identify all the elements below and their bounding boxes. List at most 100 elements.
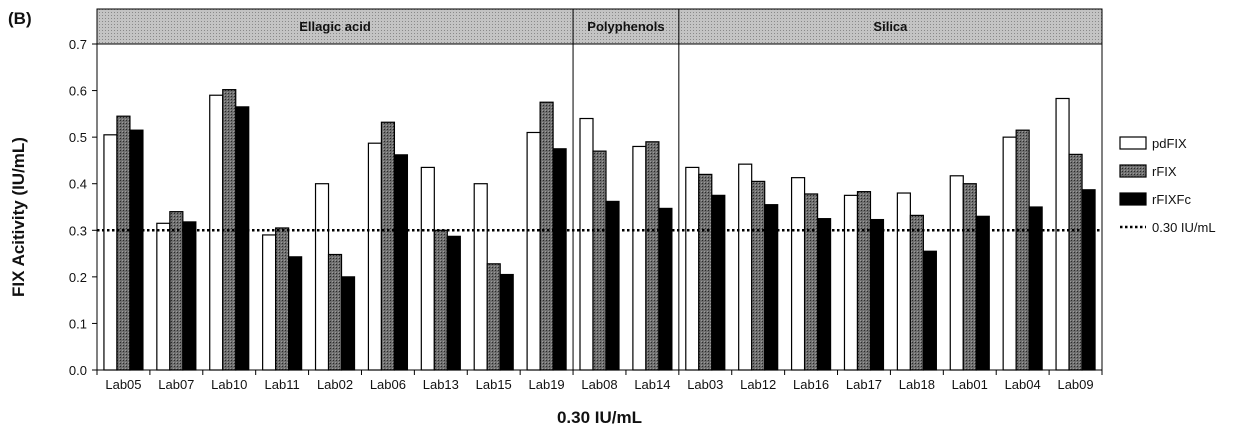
bar-rFIXFc — [605, 200, 620, 371]
x-tick-label: Lab19 — [529, 377, 565, 392]
bar-rFIXFc — [869, 218, 885, 371]
legend-swatch-pdFIX — [1119, 136, 1147, 150]
legend-swatch-rFIX — [1119, 164, 1147, 178]
y-tick-label: 0.5 — [69, 130, 87, 145]
bar-pdFIX — [790, 177, 806, 371]
bar-rFIXFc — [711, 194, 726, 371]
bar-rFIXFc — [499, 273, 514, 371]
bar-pdFIX — [262, 234, 277, 371]
x-tick-label: Lab10 — [211, 377, 247, 392]
bar-pdFIX — [420, 166, 435, 371]
bar-rFIX — [751, 180, 766, 371]
x-tick-label: Lab06 — [370, 377, 406, 392]
x-tick-label: Lab01 — [952, 377, 988, 392]
bars — [103, 89, 1096, 371]
bar-pdFIX — [314, 183, 330, 371]
x-tick-label: Lab16 — [793, 377, 829, 392]
bar-rFIXFc — [340, 276, 356, 371]
bar-rFIX — [539, 101, 554, 371]
bar-pdFIX — [738, 163, 753, 371]
panel-label: (B) — [8, 9, 32, 28]
bar-rFIXFc — [129, 129, 144, 371]
legend-label: 0.30 IU/mL — [1152, 220, 1216, 235]
bar-rFIX — [698, 173, 713, 371]
group-label: Silica — [873, 19, 908, 34]
bar-rFIXFc — [1028, 206, 1043, 371]
y-tick-label: 0.3 — [69, 223, 87, 238]
x-tick-label: Lab14 — [634, 377, 670, 392]
bar-rFIX — [275, 227, 290, 371]
bar-rFIXFc — [446, 235, 461, 371]
legend: pdFIX rFIX rFIXFc 0.30 IU/mL — [1119, 136, 1216, 235]
bar-rFIXFc — [393, 154, 409, 371]
bar-rFIXFc — [922, 250, 937, 371]
x-tick-label: Lab05 — [105, 377, 141, 392]
x-tick-label: Lab17 — [846, 377, 882, 392]
legend-label: pdFIX — [1152, 136, 1187, 151]
group-dividers — [572, 9, 680, 370]
bar-pdFIX — [949, 175, 964, 371]
group-label: Ellagic acid — [299, 19, 371, 34]
x-tick-label: Lab12 — [740, 377, 776, 392]
bar-rFIX — [327, 253, 343, 371]
legend-label: rFIXFc — [1152, 192, 1191, 207]
bar-rFIX — [592, 150, 607, 371]
bar-rFIX — [169, 211, 184, 371]
x-tick-label: Lab09 — [1057, 377, 1093, 392]
bar-rFIXFc — [764, 204, 779, 371]
bar-pdFIX — [473, 183, 488, 371]
bar-rFIXFc — [182, 221, 197, 371]
bar-rFIXFc — [235, 106, 250, 371]
y-tick-label: 0.4 — [69, 177, 87, 192]
bar-rFIXFc — [1081, 189, 1096, 371]
x-axis: Lab05 Lab07 Lab10 Lab11 Lab02 Lab06 Lab13 Lab15… — [96, 370, 1103, 392]
bar-pdFIX — [632, 145, 647, 371]
bar-pdFIX — [367, 142, 383, 371]
y-axis-title: FIX Acitivity (IU/mL) — [9, 137, 28, 297]
bar-pdFIX — [526, 131, 541, 371]
bar-rFIXFc — [816, 218, 832, 371]
x-tick-label: Lab15 — [476, 377, 512, 392]
x-tick-label: Lab13 — [423, 377, 459, 392]
bar-rFIX — [380, 121, 396, 371]
y-axis: 0.0 0.1 0.2 0.3 0.4 0.5 0.6 0.7 — [69, 37, 97, 378]
x-tick-label: Lab08 — [581, 377, 617, 392]
x-tick-label: Lab18 — [899, 377, 935, 392]
bar-pdFIX — [579, 117, 594, 371]
x-tick-label: Lab11 — [265, 377, 300, 392]
group-band-background — [96, 8, 1103, 45]
x-tick-label: Lab02 — [317, 377, 353, 392]
bar-rFIX — [803, 193, 819, 371]
x-tick-label: Lab03 — [687, 377, 723, 392]
bar-rFIX — [486, 263, 501, 371]
bar-rFIX — [909, 214, 924, 371]
y-tick-label: 0.6 — [69, 84, 87, 99]
bar-rFIXFc — [975, 215, 990, 371]
legend-swatch-rFIXFc — [1119, 192, 1147, 206]
bar-pdFIX — [103, 134, 118, 371]
legend-label: rFIX — [1152, 164, 1177, 179]
bar-pdFIX — [685, 166, 700, 371]
bar-rFIX — [1015, 129, 1030, 371]
bar-rFIX — [962, 183, 977, 371]
group-band: Ellagic acid Polyphenols Silica — [96, 8, 1103, 45]
bar-rFIXFc — [552, 148, 567, 371]
bar-rFIX — [856, 191, 872, 371]
y-tick-label: 0.7 — [69, 37, 87, 52]
x-axis-title: 0.30 IU/mL — [557, 408, 642, 427]
bar-rFIX — [645, 141, 660, 371]
y-tick-label: 0.2 — [69, 270, 87, 285]
bar-pdFIX — [843, 194, 859, 371]
bar-rFIX — [116, 115, 131, 371]
bar-pdFIX — [1002, 136, 1017, 371]
bar-rFIX — [1068, 153, 1083, 371]
bar-rFIXFc — [658, 207, 673, 371]
bar-pdFIX — [1055, 97, 1070, 371]
bar-rFIX — [433, 229, 448, 371]
bar-rFIXFc — [288, 256, 303, 371]
group-label: Polyphenols — [587, 19, 664, 34]
bar-pdFIX — [209, 94, 224, 371]
bar-pdFIX — [156, 222, 171, 371]
bar-pdFIX — [896, 192, 911, 371]
